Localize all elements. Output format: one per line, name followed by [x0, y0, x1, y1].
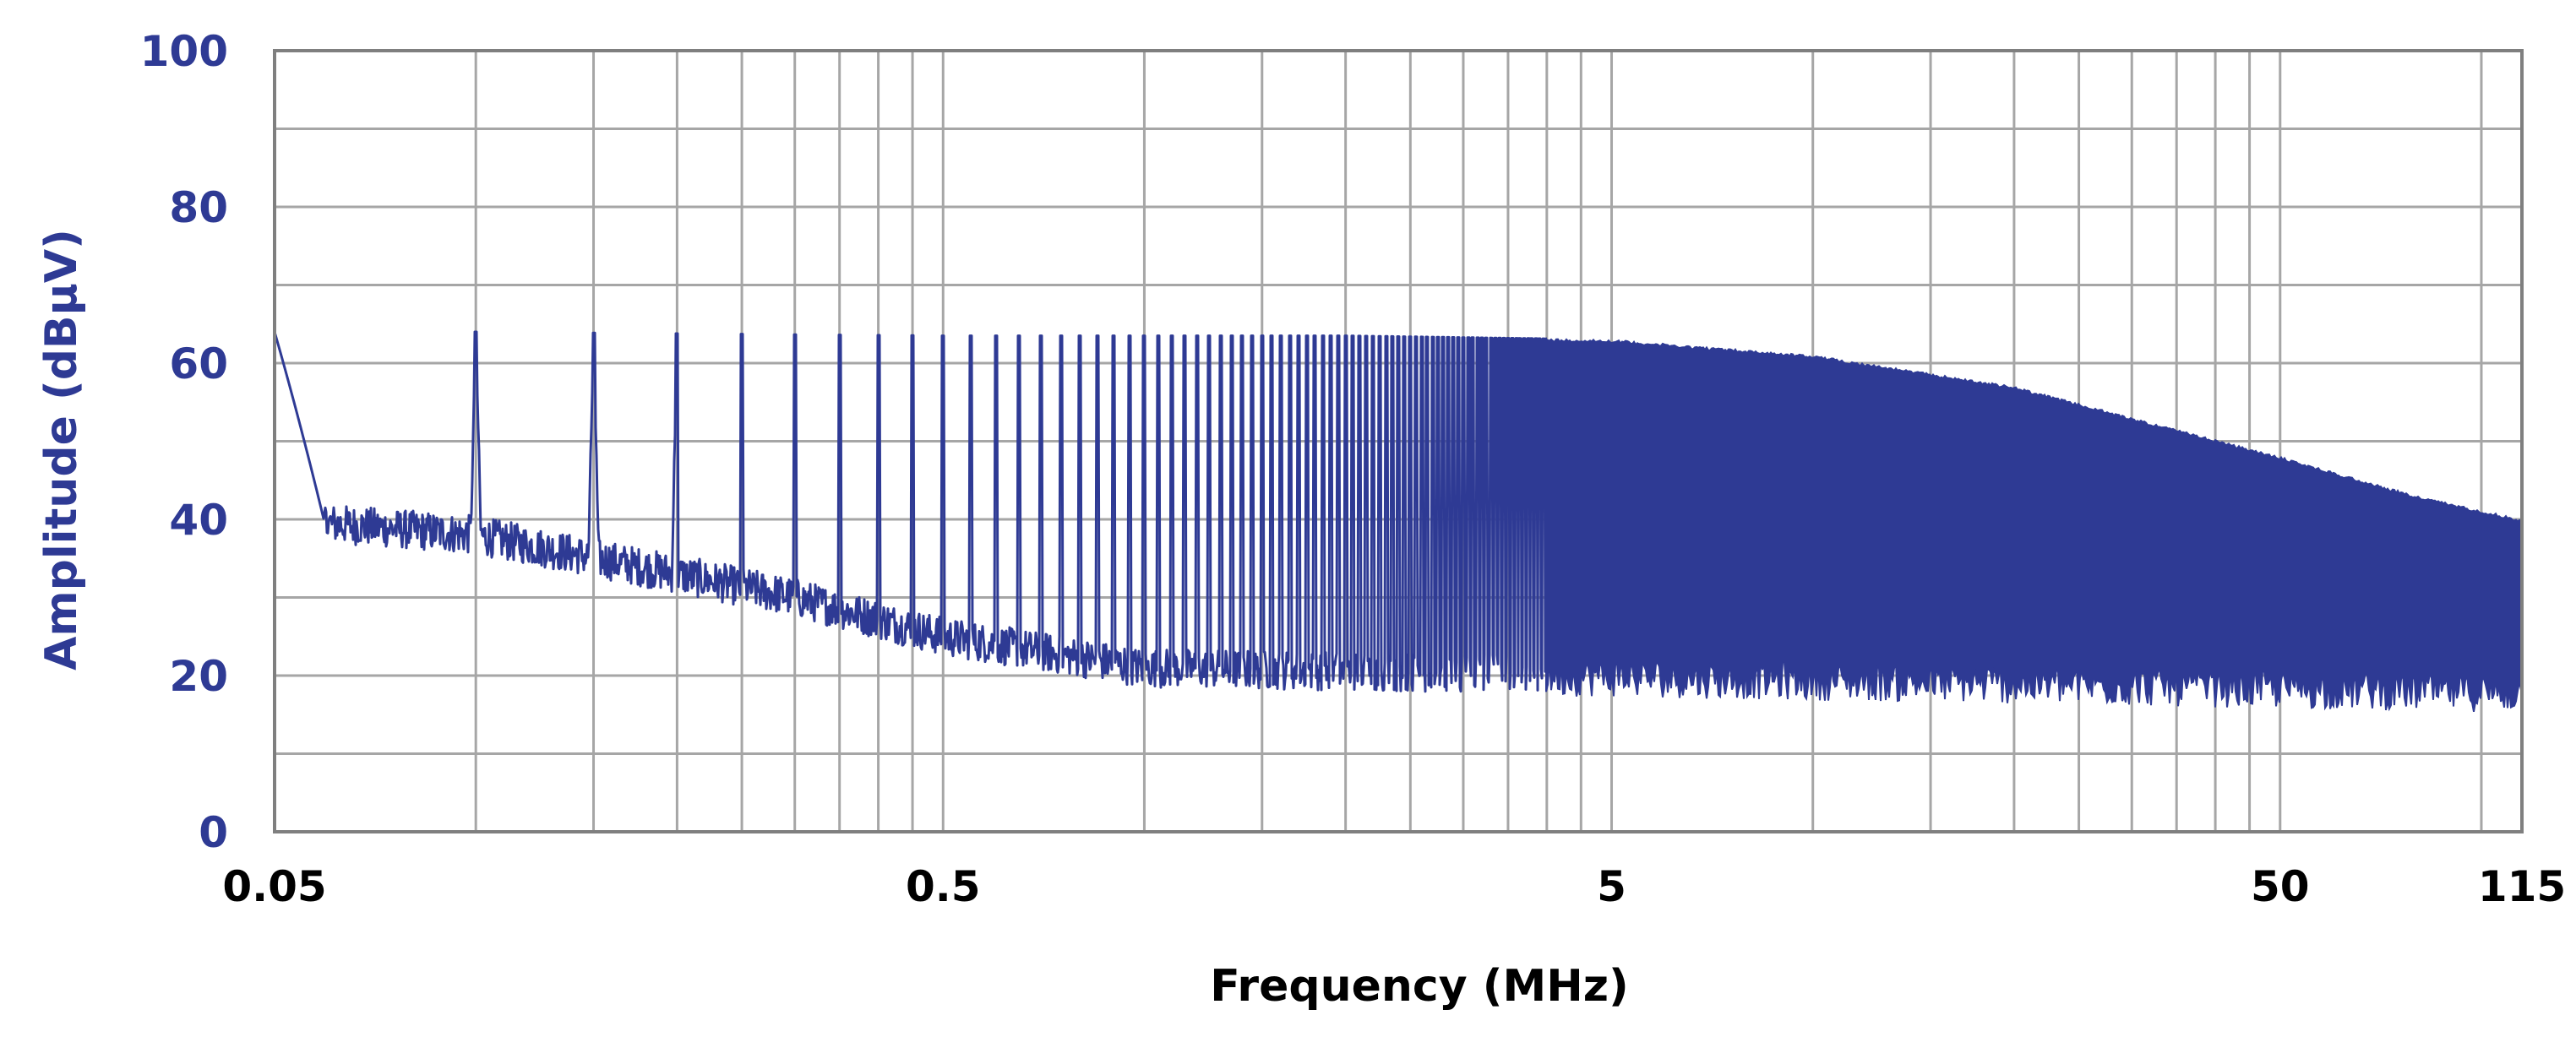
y-tick-label: 60 — [169, 339, 228, 388]
x-tick-label: 0.05 — [222, 862, 326, 911]
x-tick-label: 0.5 — [906, 862, 981, 911]
y-tick-label: 40 — [169, 496, 228, 545]
plot-frame — [273, 49, 2524, 833]
x-axis-title: Frequency (MHz) — [1210, 961, 1629, 1012]
y-tick-label: 0 — [199, 808, 228, 857]
x-tick-label: 5 — [1597, 862, 1626, 911]
data-area — [273, 330, 2522, 712]
y-axis-title: Amplitude (dBµV) — [36, 229, 87, 671]
x-tick-label: 115 — [2478, 862, 2566, 911]
x-tick-label: 50 — [2251, 862, 2310, 911]
y-tick-label: 80 — [169, 183, 228, 232]
x-tick-labels: 0.05 0.5 5 50 115 — [222, 862, 2566, 911]
series-trace — [273, 330, 1548, 693]
y-tick-label: 100 — [140, 27, 228, 76]
dense-harmonic-band — [1545, 338, 2522, 712]
y-tick-label: 20 — [169, 652, 228, 701]
y-tick-labels: 0 20 40 60 80 100 — [140, 27, 228, 857]
